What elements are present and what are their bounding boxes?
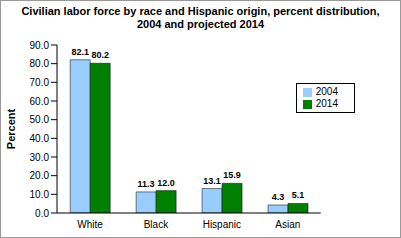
- svg-text:70.0: 70.0: [30, 77, 50, 88]
- svg-text:40.0: 40.0: [30, 133, 50, 144]
- svg-text:5.1: 5.1: [292, 190, 305, 200]
- svg-text:Asian: Asian: [275, 219, 300, 230]
- svg-text:20.0: 20.0: [30, 170, 50, 181]
- svg-text:11.3: 11.3: [138, 179, 155, 189]
- svg-text:80.2: 80.2: [91, 50, 109, 60]
- svg-text:60.0: 60.0: [30, 96, 50, 107]
- svg-text:4.3: 4.3: [272, 192, 285, 202]
- html-text:Civilian labor force by race a: Civilian labor force by race and Hispani…: [21, 5, 380, 30]
- svg-text:30.0: 30.0: [30, 152, 50, 163]
- svg-text:12.0: 12.0: [157, 178, 175, 188]
- svg-text:82.1: 82.1: [71, 47, 89, 57]
- svg-text:Percent: Percent: [8, 108, 17, 149]
- svg-text:50.0: 50.0: [30, 114, 50, 125]
- svg-text:White: White: [77, 219, 103, 230]
- svg-text:80.0: 80.0: [30, 58, 50, 69]
- svg-text:Black: Black: [144, 219, 169, 230]
- svg-text:0.0: 0.0: [35, 208, 49, 219]
- html-text:2014: 2014: [315, 98, 338, 109]
- svg-text:90.0: 90.0: [30, 40, 50, 51]
- svg-text:15.9: 15.9: [223, 170, 241, 180]
- svg-text:10.0: 10.0: [30, 189, 50, 200]
- html-text:2004: 2004: [315, 86, 338, 97]
- svg-text:Hispanic: Hispanic: [203, 219, 241, 230]
- svg-text:13.1: 13.1: [203, 176, 221, 186]
